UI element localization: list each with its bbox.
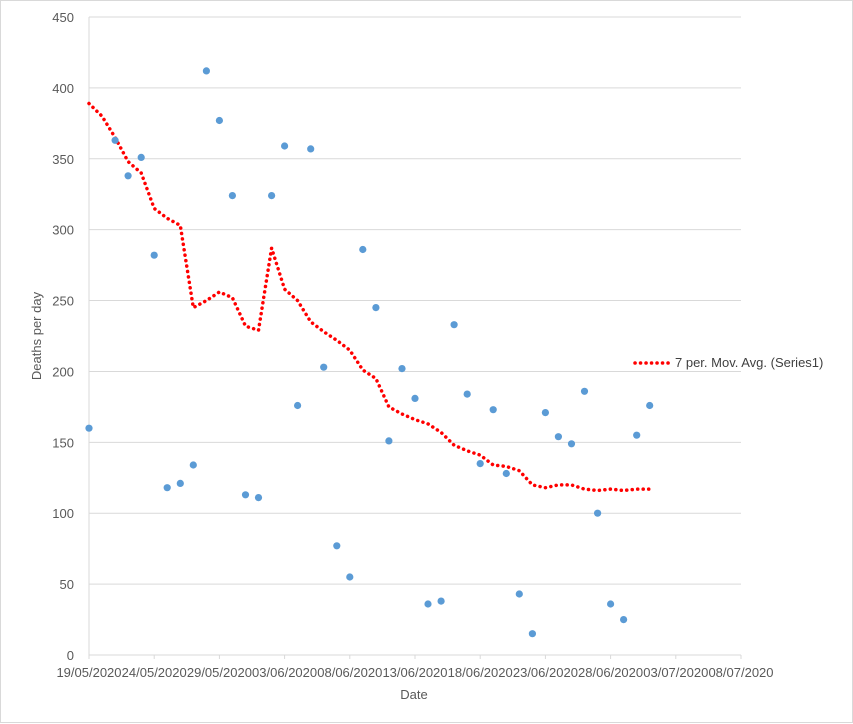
data-point bbox=[385, 437, 393, 445]
data-point bbox=[346, 573, 354, 581]
data-point bbox=[489, 406, 497, 414]
data-point bbox=[320, 363, 328, 371]
data-point bbox=[463, 390, 471, 398]
data-point bbox=[476, 460, 484, 468]
grid-lines bbox=[89, 16, 741, 585]
data-point bbox=[228, 192, 236, 200]
data-point bbox=[594, 509, 602, 517]
data-point bbox=[137, 153, 145, 161]
data-point bbox=[202, 67, 210, 75]
x-tick-label: 18/06/2020 bbox=[448, 665, 513, 680]
data-point bbox=[176, 479, 184, 487]
data-point bbox=[502, 469, 510, 478]
y-tick-label: 0 bbox=[67, 648, 74, 663]
data-point bbox=[554, 433, 563, 441]
data-point bbox=[411, 394, 419, 402]
y-tick-label: 200 bbox=[52, 364, 74, 379]
axes bbox=[88, 17, 742, 659]
y-tick-label: 400 bbox=[52, 81, 74, 96]
data-point bbox=[163, 484, 171, 492]
y-tick-label: 450 bbox=[52, 10, 74, 25]
x-tick-label: 24/05/2020 bbox=[122, 665, 187, 680]
data-point bbox=[528, 630, 537, 638]
data-point bbox=[541, 409, 550, 417]
data-point bbox=[254, 494, 263, 502]
data-point bbox=[607, 600, 615, 608]
data-point bbox=[372, 304, 380, 312]
data-point bbox=[398, 365, 406, 373]
x-tick-label: 29/05/2020 bbox=[187, 665, 252, 680]
y-tick-label: 100 bbox=[52, 506, 74, 521]
y-tick-label: 50 bbox=[60, 577, 74, 592]
data-point bbox=[294, 401, 302, 410]
data-point bbox=[450, 321, 458, 329]
data-point bbox=[620, 616, 628, 624]
y-axis-title: Deaths per day bbox=[29, 291, 44, 380]
data-point bbox=[85, 424, 93, 432]
data-point bbox=[437, 597, 445, 605]
x-tick-label: 19/05/2020 bbox=[56, 665, 121, 680]
data-point bbox=[646, 401, 654, 410]
data-point bbox=[515, 590, 523, 598]
data-point bbox=[633, 431, 641, 439]
x-tick-label: 03/07/2020 bbox=[643, 665, 708, 680]
y-tick-label: 350 bbox=[52, 152, 74, 167]
data-point bbox=[111, 136, 119, 144]
data-point bbox=[150, 251, 158, 259]
x-tick-label: 28/06/2020 bbox=[578, 665, 643, 680]
data-points bbox=[85, 67, 654, 638]
data-point bbox=[281, 142, 289, 150]
legend: 7 per. Mov. Avg. (Series1) bbox=[633, 355, 823, 370]
data-point bbox=[241, 491, 250, 499]
y-tick-label: 300 bbox=[52, 223, 74, 238]
data-point bbox=[215, 116, 223, 125]
x-tick-label: 08/07/2020 bbox=[708, 665, 773, 680]
data-point bbox=[124, 172, 132, 180]
data-point bbox=[333, 542, 341, 550]
x-axis-title: Date bbox=[400, 687, 427, 702]
x-tick-label: 23/06/2020 bbox=[513, 665, 578, 680]
legend-label: 7 per. Mov. Avg. (Series1) bbox=[675, 355, 823, 370]
tick-labels: 0 50 100 150 200 250 300 350 400 450 19/05/2020 24/… bbox=[52, 10, 773, 680]
moving-average-line bbox=[87, 101, 652, 493]
x-tick-label: 03/06/2020 bbox=[252, 665, 317, 680]
data-point bbox=[424, 600, 432, 608]
data-point bbox=[567, 440, 576, 448]
x-tick-label: 13/06/2020 bbox=[382, 665, 447, 680]
y-tick-label: 250 bbox=[52, 294, 74, 309]
y-tick-label: 150 bbox=[52, 435, 74, 450]
moving-average-layer bbox=[87, 101, 652, 493]
data-point bbox=[307, 145, 315, 153]
data-point bbox=[268, 192, 276, 200]
data-point bbox=[580, 387, 589, 395]
x-tick-label: 08/06/2020 bbox=[317, 665, 382, 680]
data-point bbox=[189, 461, 197, 469]
data-point bbox=[359, 245, 367, 254]
